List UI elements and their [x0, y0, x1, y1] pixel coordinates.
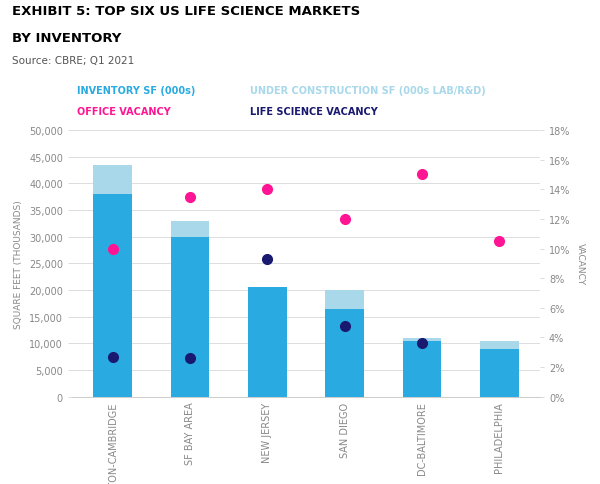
Bar	[170, 237, 209, 397]
Text: INVENTORY SF (000s): INVENTORY SF (000s)	[77, 86, 195, 95]
Bar	[480, 349, 519, 397]
Bar	[403, 338, 442, 341]
Y-axis label: SQUARE FEET (THOUSANDS): SQUARE FEET (THOUSANDS)	[14, 199, 23, 328]
Bar	[93, 195, 132, 397]
Y-axis label: VACANCY: VACANCY	[576, 243, 585, 285]
Bar	[248, 287, 287, 397]
Text: LIFE SCIENCE VACANCY: LIFE SCIENCE VACANCY	[250, 107, 377, 117]
Text: UNDER CONSTRUCTION SF (000s LAB/R&D): UNDER CONSTRUCTION SF (000s LAB/R&D)	[250, 86, 485, 95]
Bar	[403, 341, 442, 397]
Text: OFFICE VACANCY: OFFICE VACANCY	[77, 107, 170, 117]
Bar	[93, 166, 132, 195]
Text: BY INVENTORY: BY INVENTORY	[12, 31, 121, 45]
Text: EXHIBIT 5: TOP SIX US LIFE SCIENCE MARKETS: EXHIBIT 5: TOP SIX US LIFE SCIENCE MARKE…	[12, 5, 360, 18]
Bar	[325, 309, 364, 397]
Bar	[480, 341, 519, 349]
Bar	[325, 290, 364, 309]
Text: Source: CBRE; Q1 2021: Source: CBRE; Q1 2021	[12, 56, 134, 66]
Bar	[170, 221, 209, 237]
